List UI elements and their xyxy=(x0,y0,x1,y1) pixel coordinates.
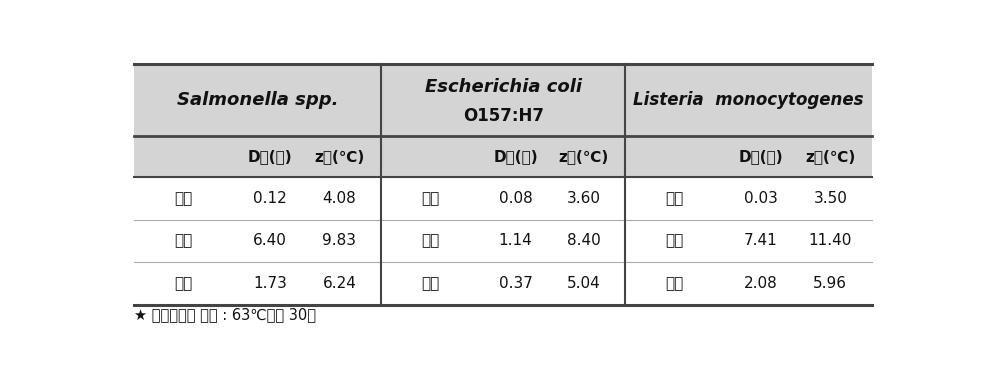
Text: 1.73: 1.73 xyxy=(253,276,287,291)
Text: 8.40: 8.40 xyxy=(567,233,601,249)
Text: 최소: 최소 xyxy=(175,191,192,206)
Text: 11.40: 11.40 xyxy=(808,233,852,249)
Text: 0.08: 0.08 xyxy=(499,191,532,206)
Text: 3.60: 3.60 xyxy=(567,191,601,206)
Text: 9.83: 9.83 xyxy=(322,233,356,249)
Text: 3.50: 3.50 xyxy=(813,191,847,206)
Text: 2.08: 2.08 xyxy=(744,276,778,291)
Text: 평균: 평균 xyxy=(175,276,192,291)
Text: 0.12: 0.12 xyxy=(253,191,287,206)
Text: 평균: 평균 xyxy=(421,276,439,291)
Text: z값(℃): z값(℃) xyxy=(559,149,609,164)
Text: O157:H7: O157:H7 xyxy=(463,107,544,125)
Text: 0.03: 0.03 xyxy=(744,191,778,206)
Text: 6.40: 6.40 xyxy=(253,233,287,249)
Text: Escherichia coli: Escherichia coli xyxy=(425,78,581,96)
Text: 6.24: 6.24 xyxy=(322,276,356,291)
Text: D값(분): D값(분) xyxy=(247,149,293,164)
Text: 5.96: 5.96 xyxy=(813,276,847,291)
Text: D값(분): D값(분) xyxy=(493,149,538,164)
Text: Listeria  monocytogenes: Listeria monocytogenes xyxy=(633,91,864,109)
Bar xyxy=(135,177,872,305)
Text: 5.04: 5.04 xyxy=(567,276,601,291)
Text: ★ 기준온도와 시간 : 63℃에서 30분: ★ 기준온도와 시간 : 63℃에서 30분 xyxy=(135,307,316,322)
Text: Salmonella spp.: Salmonella spp. xyxy=(177,91,339,109)
Text: 최소: 최소 xyxy=(666,191,683,206)
Text: 최대: 최대 xyxy=(421,233,439,249)
Bar xyxy=(135,64,872,177)
Text: 4.08: 4.08 xyxy=(322,191,356,206)
Text: 최소: 최소 xyxy=(421,191,439,206)
Text: 최대: 최대 xyxy=(666,233,683,249)
Text: 0.37: 0.37 xyxy=(499,276,532,291)
Text: z값(℃): z값(℃) xyxy=(314,149,364,164)
Text: 7.41: 7.41 xyxy=(744,233,778,249)
Text: 평균: 평균 xyxy=(666,276,683,291)
Text: D값(분): D값(분) xyxy=(738,149,784,164)
Text: z값(℃): z값(℃) xyxy=(805,149,855,164)
Text: 최대: 최대 xyxy=(175,233,192,249)
Text: 1.14: 1.14 xyxy=(499,233,532,249)
